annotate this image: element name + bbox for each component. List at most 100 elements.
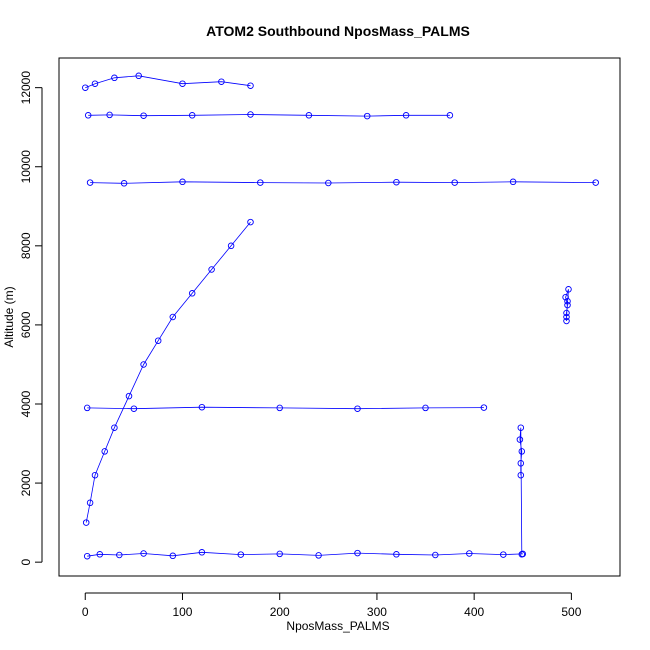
data-point (565, 286, 572, 293)
data-point (188, 290, 196, 297)
data-layer (82, 72, 599, 560)
data-point (82, 84, 89, 91)
data-point (402, 112, 410, 119)
data-point (354, 405, 361, 412)
y-tick-label: 2000 (19, 469, 33, 496)
data-point (393, 178, 400, 186)
data-point (83, 404, 91, 412)
series-line (88, 114, 450, 117)
data-point (305, 112, 313, 119)
data-point (130, 405, 138, 412)
data-point (140, 550, 147, 557)
data-point (517, 424, 525, 431)
data-point (276, 550, 283, 558)
data-point (179, 80, 186, 87)
data-point (218, 78, 225, 85)
chart-title: ATOM2 Southbound NposMass_PALMS (206, 23, 470, 39)
data-point (106, 111, 113, 119)
data-point (227, 242, 235, 250)
x-tick-label: 100 (172, 605, 192, 619)
data-point (91, 80, 99, 87)
data-point (101, 448, 108, 455)
data-point (140, 361, 147, 368)
x-tick-label: 300 (367, 605, 387, 619)
data-point (354, 549, 361, 557)
data-point (315, 552, 322, 559)
data-point (562, 293, 569, 301)
data-point (247, 82, 254, 89)
data-point (169, 313, 177, 321)
data-point (84, 112, 92, 119)
data-point (247, 111, 254, 118)
data-point (500, 551, 507, 558)
data-point (517, 471, 525, 479)
y-tick-label: 8000 (19, 232, 33, 259)
x-axis-label: NposMass_PALMS (286, 619, 389, 633)
data-point (82, 519, 90, 526)
data-point (86, 499, 94, 507)
data-point (83, 552, 91, 560)
data-point (466, 550, 473, 557)
data-point (247, 218, 254, 226)
data-point (198, 549, 206, 556)
y-tick-label: 12000 (19, 71, 33, 105)
y-tick-label: 4000 (19, 390, 33, 417)
data-point (276, 404, 283, 412)
data-point (91, 471, 99, 479)
data-point (179, 178, 186, 186)
data-point (422, 404, 429, 412)
data-point (432, 551, 439, 559)
data-point (518, 448, 526, 455)
series-line (87, 406, 484, 410)
series-line (90, 181, 596, 184)
x-tick-label: 400 (464, 605, 484, 619)
data-point (188, 112, 196, 119)
series-line (519, 427, 523, 555)
data-point (86, 179, 94, 186)
data-point (154, 337, 162, 344)
y-axis: 0 2000 4000 6000 8000 10000 12000 (19, 71, 43, 566)
data-point (446, 112, 454, 119)
x-tick-label: 500 (561, 605, 581, 619)
data-point (237, 551, 245, 558)
data-point (140, 112, 147, 119)
data-point (564, 297, 571, 305)
data-point (363, 112, 371, 120)
y-axis-label: Altitude (m) (2, 286, 16, 347)
series-line (87, 551, 523, 557)
data-point (111, 74, 118, 82)
data-point (517, 460, 525, 467)
x-tick-label: 0 (82, 605, 89, 619)
data-point (564, 301, 571, 309)
series-line (85, 221, 251, 523)
data-point (480, 404, 488, 411)
data-point (516, 436, 524, 443)
data-point (518, 551, 526, 558)
data-point (592, 179, 599, 186)
data-point (120, 180, 128, 187)
plot-frame (58, 57, 621, 577)
data-point (563, 309, 570, 317)
data-point (96, 551, 104, 558)
data-point (135, 72, 142, 80)
data-point (111, 424, 118, 431)
x-tick-label: 200 (270, 605, 290, 619)
data-point (451, 179, 458, 186)
y-tick-label: 10000 (19, 150, 33, 184)
data-point (563, 313, 570, 321)
data-point (257, 179, 264, 186)
data-point (208, 266, 215, 273)
data-point (393, 551, 400, 558)
data-point (198, 403, 206, 411)
x-axis: 0 100 200 300 400 500 (82, 592, 582, 619)
y-tick-label: 6000 (19, 311, 33, 338)
data-point (125, 392, 133, 400)
data-point (509, 178, 517, 186)
series-line (565, 289, 569, 321)
series-line (85, 75, 251, 89)
y-tick-label: 0 (19, 559, 33, 566)
data-point (325, 179, 332, 187)
data-point (169, 552, 177, 560)
data-point (563, 317, 570, 325)
